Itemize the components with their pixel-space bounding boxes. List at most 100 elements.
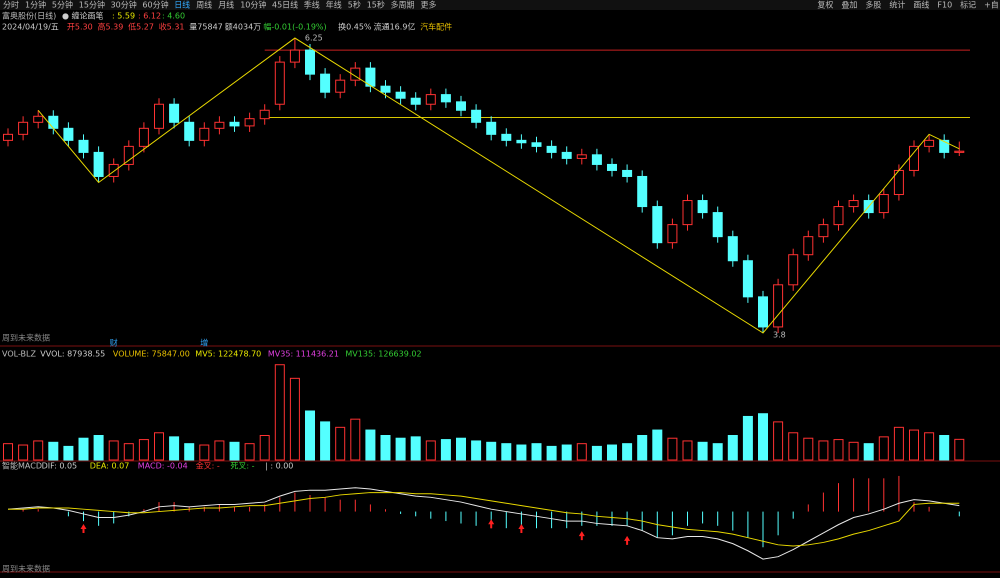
volume-bar bbox=[667, 437, 678, 461]
toolbar-tab[interactable]: 10分钟 bbox=[240, 0, 266, 10]
toolbar-tab[interactable]: 30分钟 bbox=[111, 0, 137, 10]
toolbar bbox=[0, 0, 1000, 10]
candle-body bbox=[410, 97, 421, 105]
volume-bar bbox=[305, 410, 315, 461]
toolbar-button[interactable]: 统计 bbox=[889, 0, 905, 10]
toolbar-tab[interactable]: 分时 bbox=[3, 0, 19, 10]
volume-bar bbox=[350, 418, 361, 461]
toolbar-button[interactable]: F10 bbox=[937, 1, 952, 10]
toolbar-tab[interactable]: 5秒 bbox=[348, 0, 361, 10]
toolbar-button[interactable]: 多股 bbox=[865, 0, 881, 10]
volume-bar bbox=[229, 441, 240, 461]
volume-bar bbox=[893, 426, 904, 461]
volume-bar bbox=[395, 437, 406, 461]
indicator-value: : 4.60 bbox=[162, 12, 185, 21]
candle-body bbox=[561, 151, 572, 159]
candle-body bbox=[939, 139, 950, 153]
volume-bar bbox=[48, 441, 59, 461]
candle-body bbox=[697, 200, 708, 214]
volume-bar bbox=[833, 439, 844, 461]
panel-item: MV35: 111436.21 bbox=[268, 350, 339, 359]
panel-item: 死叉: - bbox=[230, 462, 254, 471]
info-item: 汽车配件 bbox=[420, 22, 452, 32]
volume-bar bbox=[154, 432, 164, 461]
volume-bar bbox=[939, 435, 950, 461]
volume-bar bbox=[848, 441, 859, 461]
candle-body bbox=[471, 109, 482, 123]
toolbar-tab[interactable]: 更多 bbox=[421, 0, 437, 10]
volume-bar bbox=[758, 413, 768, 461]
volume-bar bbox=[410, 436, 421, 461]
volume-bar bbox=[742, 415, 753, 461]
volume-bar bbox=[486, 441, 497, 461]
toolbar-button[interactable]: 标记 bbox=[960, 0, 976, 10]
volume-bar bbox=[108, 440, 119, 461]
volume-bar bbox=[33, 440, 44, 461]
candle-body bbox=[652, 206, 663, 244]
toolbar-tab[interactable]: 多周期 bbox=[391, 0, 415, 10]
info-item: 高5.39 bbox=[98, 22, 124, 32]
candle-body bbox=[924, 139, 935, 147]
candle-body bbox=[622, 169, 633, 177]
toolbar-tab[interactable]: 周线 bbox=[196, 0, 212, 10]
candle-body bbox=[320, 73, 331, 93]
panel-item: MV5: 122478.70 bbox=[195, 350, 261, 359]
toolbar-button[interactable]: +自 bbox=[984, 0, 999, 10]
toolbar-tab[interactable]: 45日线 bbox=[272, 0, 298, 10]
candle-body bbox=[199, 127, 210, 141]
volume-bar bbox=[637, 435, 648, 461]
candle-body bbox=[244, 118, 255, 127]
panel-item: | : 0.00 bbox=[265, 462, 293, 471]
info-item: 量75847 bbox=[189, 23, 222, 32]
volume-bar bbox=[727, 435, 738, 461]
volume-bar bbox=[909, 429, 919, 461]
extreme-label: 3.8 bbox=[773, 330, 786, 339]
toolbar-tab[interactable]: 月线 bbox=[218, 0, 234, 10]
toolbar-tab[interactable]: 1分钟 bbox=[25, 0, 46, 10]
candle-body bbox=[289, 49, 300, 63]
volume-bar bbox=[3, 443, 13, 461]
candle-body bbox=[33, 115, 44, 123]
candle-body bbox=[667, 224, 678, 244]
toolbar-tab[interactable]: 日线 bbox=[174, 0, 190, 10]
indicator-name: ● 缠论画笔 bbox=[62, 11, 104, 21]
toolbar-tab[interactable]: 季线 bbox=[304, 0, 320, 10]
volume-bar bbox=[123, 443, 134, 461]
candle-body bbox=[516, 139, 527, 144]
volume-bar bbox=[199, 444, 210, 461]
candle-body bbox=[440, 94, 451, 103]
volume-bar bbox=[214, 440, 225, 461]
toolbar-button[interactable]: 叠加 bbox=[841, 0, 857, 10]
candle-body bbox=[274, 61, 285, 105]
toolbar-tab[interactable]: 5分钟 bbox=[52, 0, 73, 10]
volume-bar bbox=[78, 437, 89, 461]
candle-body bbox=[788, 254, 799, 286]
candle-body bbox=[214, 121, 225, 129]
candle-body bbox=[531, 142, 542, 147]
candle-body bbox=[878, 194, 889, 214]
volume-bar bbox=[274, 364, 285, 461]
panel-title: 智能MACD bbox=[2, 461, 42, 471]
info-item: 额4034万 bbox=[225, 22, 261, 32]
toolbar-tab[interactable]: 年线 bbox=[326, 0, 342, 10]
volume-bar bbox=[63, 445, 74, 461]
volume-bar bbox=[682, 440, 693, 461]
volume-bar bbox=[471, 440, 482, 461]
candle-body bbox=[48, 115, 59, 129]
toolbar-tab[interactable]: 60分钟 bbox=[142, 0, 168, 10]
candle-body bbox=[727, 236, 738, 262]
volume-bar bbox=[320, 421, 331, 461]
toolbar-button[interactable]: 画线 bbox=[913, 0, 929, 10]
info-item: 低5.27 bbox=[128, 22, 154, 32]
stock-name: 富奥股份(日线) bbox=[2, 11, 56, 21]
candle-body bbox=[954, 150, 965, 153]
volume-bar bbox=[440, 439, 451, 461]
indicator-value: : 6.12 bbox=[138, 12, 161, 21]
panel-title: VOL-BLZ bbox=[2, 350, 36, 359]
candle-body bbox=[350, 67, 361, 81]
toolbar-tab[interactable]: 15秒 bbox=[367, 0, 385, 10]
toolbar-tab[interactable]: 15分钟 bbox=[79, 0, 105, 10]
candle-body bbox=[305, 49, 315, 75]
toolbar-button[interactable]: 复权 bbox=[817, 0, 833, 10]
